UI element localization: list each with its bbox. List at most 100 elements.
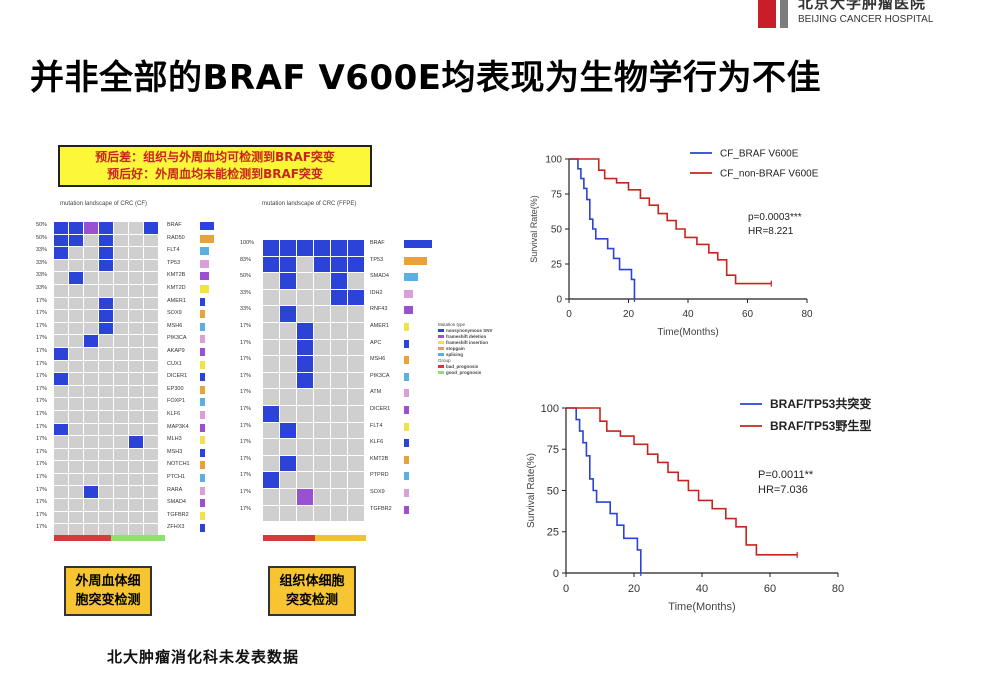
heatmap-cell <box>331 372 347 389</box>
heatmap-cell <box>54 461 68 473</box>
heatmap-cell <box>54 473 68 486</box>
heatmap-percentage: 17% <box>36 310 48 317</box>
heatmap-cell <box>129 410 143 423</box>
heatmap-cell <box>69 511 83 524</box>
x-tick-label: 40 <box>682 309 694 320</box>
heatmap-frequency-bar <box>404 289 413 298</box>
heatmap-cell <box>314 306 330 322</box>
heatmap-cell <box>263 306 279 322</box>
heatmap-cell <box>348 505 364 522</box>
x-tick-label: 80 <box>832 583 844 595</box>
heatmap-percentage: 17% <box>240 489 252 495</box>
heatmap-cell <box>348 273 364 289</box>
heatmap-cell <box>348 240 364 256</box>
heatmap-cell <box>84 436 98 448</box>
x-axis-label: Time(Months) <box>668 601 735 613</box>
heatmap-cell <box>99 297 113 310</box>
heatmap-cell <box>263 356 279 372</box>
heatmap-cell <box>54 322 68 335</box>
heatmap-cell <box>144 234 158 247</box>
heatmap-cell <box>84 247 98 259</box>
heatmap-cell <box>297 439 313 455</box>
hospital-logo: 北京大学肿瘤医院 BEIJING CANCER HOSPITAL <box>758 0 988 32</box>
heatmap-cell <box>263 389 279 405</box>
p-value-annotation: P=0.0011** <box>758 469 814 481</box>
heatmap-frequency-bar <box>404 472 409 481</box>
heatmap-cell <box>114 360 128 373</box>
heatmap-cell <box>331 455 347 472</box>
heatmap-gene-label: DICER1 <box>167 373 188 380</box>
heatmap-cell <box>84 297 98 310</box>
legend-group-title: Group <box>438 358 451 363</box>
heatmap-cell <box>331 306 347 322</box>
heatmap-percentage: 17% <box>36 423 48 430</box>
heatmap-cell <box>99 335 113 347</box>
heatmap-frequency-bar <box>404 323 409 331</box>
ffpe-group-good-bar <box>315 535 366 541</box>
heatmap-cell <box>314 339 330 356</box>
heatmap-cell <box>69 423 83 436</box>
heatmap-cell <box>263 472 279 488</box>
heatmap-percentage: 17% <box>36 335 48 342</box>
heatmap-ffpe-title: mutation landscape of CRC (FFPE) <box>262 201 357 207</box>
note-line-1: 预后差：组织与外周血均可检测到BRAF突变 <box>95 150 335 164</box>
heatmap-gene-label: RAD50 <box>167 234 185 241</box>
heatmap-cell <box>114 247 128 259</box>
heatmap-cell <box>331 356 347 372</box>
heatmap-cell <box>144 297 158 310</box>
heatmap-cell <box>348 439 364 455</box>
heatmap-cell <box>114 347 128 360</box>
heatmap-cell <box>99 423 113 436</box>
heatmap-cell <box>84 511 98 524</box>
heatmap-cell <box>114 259 128 272</box>
heatmap-cell <box>314 488 330 505</box>
heatmap-cell <box>280 306 296 322</box>
heatmap-cell <box>69 373 83 385</box>
heatmap-cell <box>99 385 113 398</box>
heatmap-cell <box>263 505 279 522</box>
heatmap-cell <box>84 310 98 322</box>
heatmap-percentage: 17% <box>36 348 48 354</box>
heatmap-cell <box>297 389 313 405</box>
heatmap-cell <box>314 505 330 522</box>
legend-item: good_prognosis <box>438 370 493 376</box>
heatmap-cell <box>144 373 158 385</box>
heatmap-cell <box>331 389 347 405</box>
box-left-line-2: 胞突变检测 <box>75 593 141 608</box>
heatmap-cell <box>99 511 113 524</box>
heatmap-cell <box>263 322 279 339</box>
heatmap-cell <box>280 439 296 455</box>
heatmap-cell <box>331 273 347 289</box>
heatmap-gene-label: SMAD4 <box>370 273 389 280</box>
heatmap-cell <box>144 499 158 511</box>
km-chart-2: 0 20 40 60 80 0 25 50 75 100 Time(Months) Survival … <box>526 396 871 613</box>
heatmap-cell <box>263 273 279 289</box>
heatmap-cell <box>348 488 364 505</box>
heatmap-cell <box>297 273 313 289</box>
prognosis-note: 预后差：组织与外周血均可检测到BRAF突变 预后好：外周血均未能检测到BRAF突… <box>58 145 372 187</box>
legend-item: splicing <box>438 352 493 358</box>
heatmap-cell <box>144 284 158 297</box>
heatmap-cell <box>314 356 330 372</box>
heatmap-cell <box>129 335 143 347</box>
heatmap-cell <box>280 505 296 522</box>
heatmap-cell <box>99 284 113 297</box>
heatmap-cell <box>54 423 68 436</box>
y-tick-label: 25 <box>551 260 563 271</box>
heatmap-cell <box>54 511 68 524</box>
heatmap-cell <box>331 240 347 256</box>
box-right-line-1: 组织体细胞 <box>279 574 345 589</box>
heatmap-cell <box>114 335 128 347</box>
heatmap-gene-label: EP300 <box>167 385 184 392</box>
heatmap-frequency-bar <box>200 322 205 331</box>
heatmap-cell <box>331 289 347 306</box>
heatmap-gene-label: AKAP9 <box>167 348 185 354</box>
heatmap-cell <box>129 222 143 234</box>
logo-cn-text: 北京大学肿瘤医院 <box>798 0 927 12</box>
heatmap-cell <box>129 423 143 436</box>
heatmap-gene-label: DICER1 <box>370 406 391 412</box>
heatmap-cell <box>84 347 98 360</box>
heatmap-frequency-bar <box>200 247 209 256</box>
heatmap-cell <box>114 486 128 499</box>
hr-annotation: HR=8.221 <box>748 226 794 237</box>
